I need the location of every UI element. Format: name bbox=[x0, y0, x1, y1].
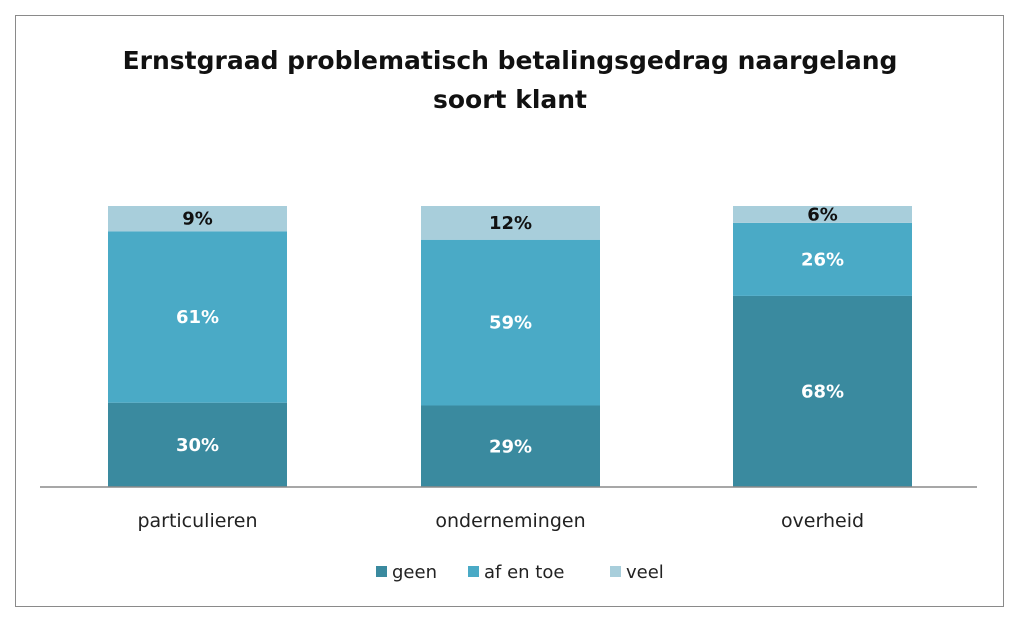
chart-title-line-1: Ernstgraad problematisch betalingsgedrag… bbox=[123, 46, 898, 75]
category-label-overheid: overheid bbox=[781, 510, 864, 532]
bar-segment-geen-overheid bbox=[733, 295, 912, 487]
legend-label-veel: veel bbox=[626, 562, 664, 583]
bar-segment-veel-particulieren bbox=[108, 206, 287, 232]
bar-segment-af-en-toe-particulieren bbox=[108, 231, 287, 403]
category-label-ondernemingen: ondernemingen bbox=[435, 510, 585, 532]
data-label: 59% bbox=[489, 313, 532, 334]
legend-label-geen: geen bbox=[392, 562, 437, 583]
bar-segment-af-en-toe-ondernemingen bbox=[421, 239, 600, 406]
data-label: 6% bbox=[807, 204, 838, 225]
bar-segment-veel-ondernemingen bbox=[421, 206, 600, 240]
data-label: 12% bbox=[489, 213, 532, 234]
data-label: 26% bbox=[801, 249, 844, 270]
data-label: 61% bbox=[176, 307, 219, 328]
category-label-particulieren: particulieren bbox=[137, 510, 257, 532]
legend-label-af-en-toe: af en toe bbox=[484, 562, 564, 583]
chart-frame bbox=[15, 15, 1004, 607]
data-label: 30% bbox=[176, 435, 219, 456]
legend-swatch-veel bbox=[610, 566, 621, 577]
bar-segment-geen-particulieren bbox=[108, 402, 287, 487]
data-label: 29% bbox=[489, 436, 532, 457]
bar-segment-veel-overheid bbox=[733, 206, 912, 223]
chart-title-line-2: soort klant bbox=[433, 85, 587, 114]
bar-segment-af-en-toe-overheid bbox=[733, 222, 912, 296]
legend-swatch-af-en-toe bbox=[468, 566, 479, 577]
legend-swatch-geen bbox=[376, 566, 387, 577]
data-label: 68% bbox=[801, 381, 844, 402]
bar-segment-geen-ondernemingen bbox=[421, 405, 600, 487]
data-label: 9% bbox=[182, 209, 213, 230]
